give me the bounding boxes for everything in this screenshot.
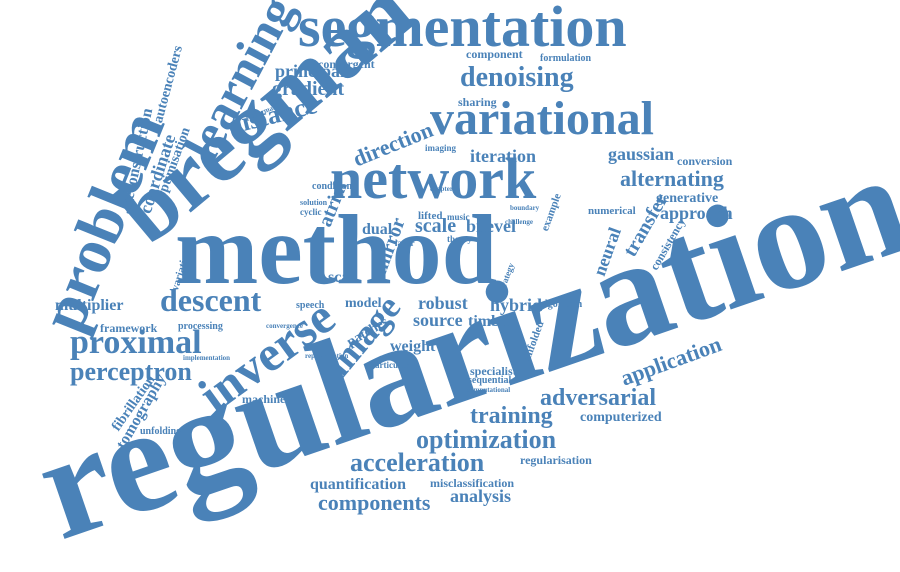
word-computerized: computerized — [580, 410, 662, 425]
word-analysis: analysis — [450, 486, 512, 506]
word-implementation: implementation — [183, 354, 231, 362]
word-boundary: boundary — [510, 204, 540, 212]
word-condition: condition — [312, 181, 353, 192]
word-bilevel: bilevel — [466, 216, 516, 236]
word-segmentation: segmentation — [298, 0, 627, 59]
word-adversarial: adversarial — [540, 385, 656, 411]
word-processing: processing — [178, 321, 223, 332]
word-chapter: chapter — [430, 185, 453, 193]
word-network: network — [330, 146, 537, 211]
word-method: method — [175, 194, 498, 305]
word-gradient: gradient — [272, 78, 345, 100]
word-convergent: convergent — [318, 57, 375, 71]
word-specialist: specialist — [470, 364, 517, 378]
word-weight: weight — [390, 338, 436, 355]
word-denoising: denoising — [460, 62, 574, 93]
word-scar: scar — [328, 269, 357, 286]
word-quantification: quantification — [310, 476, 407, 493]
word-machine: machine — [242, 392, 286, 406]
word-representation: representation — [305, 352, 349, 360]
word-lifted: lifted — [418, 210, 443, 222]
word-unfolding: unfolding — [140, 426, 182, 437]
word-descent: descent — [160, 282, 262, 318]
word-proximal: proximal — [70, 324, 202, 361]
word-source: source — [413, 310, 463, 330]
word-alternating: alternating — [620, 166, 724, 191]
word-approach: approach — [660, 203, 733, 223]
word-training: training — [470, 403, 553, 429]
word-challenge: challenge — [505, 218, 533, 226]
word-sequential: sequential — [468, 375, 512, 386]
word-conversion: conversion — [677, 154, 733, 168]
word-gaussian: gaussian — [608, 144, 675, 164]
word-scale: scale — [415, 215, 457, 237]
word-dual: dual — [362, 221, 393, 238]
word-music: music — [447, 212, 470, 222]
word-particular: particular — [370, 360, 409, 370]
word-iteration: iteration — [470, 146, 536, 166]
word-layer: layer — [395, 238, 415, 248]
word-theory: theory — [447, 234, 472, 244]
word-components: components — [318, 490, 431, 515]
word-algorithm: algorithm — [540, 299, 583, 310]
word-multiplier: multiplier — [55, 297, 124, 314]
word-framework: framework — [100, 321, 158, 335]
word-computational: computational — [467, 386, 511, 394]
word-timbre: timbre — [468, 313, 514, 330]
word-numerical: numerical — [588, 205, 636, 217]
word-generative: generative — [656, 191, 719, 206]
word-robust: robust — [418, 293, 468, 313]
word-perceptron: perceptron — [70, 357, 192, 386]
word-misclassification: misclassification — [430, 476, 514, 490]
word-speech: speech — [296, 300, 325, 311]
word-acceleration: acceleration — [350, 448, 485, 477]
word-model: model — [345, 296, 382, 311]
word-solution: solution — [300, 198, 328, 207]
word-imaging: imaging — [425, 143, 457, 153]
word-variational: variational — [430, 92, 654, 145]
word-formulation: formulation — [540, 53, 592, 64]
word-convergence: convergence — [266, 322, 303, 330]
word-sharing: sharing — [458, 95, 497, 109]
word-optimization: optimization — [416, 425, 557, 454]
word-component: component — [466, 47, 523, 61]
word-hybrid: hybrid — [490, 295, 543, 315]
word-principal: principal — [275, 61, 346, 81]
word-cyclic: cyclic — [300, 207, 322, 217]
word-regularisation: regularisation — [520, 453, 592, 467]
